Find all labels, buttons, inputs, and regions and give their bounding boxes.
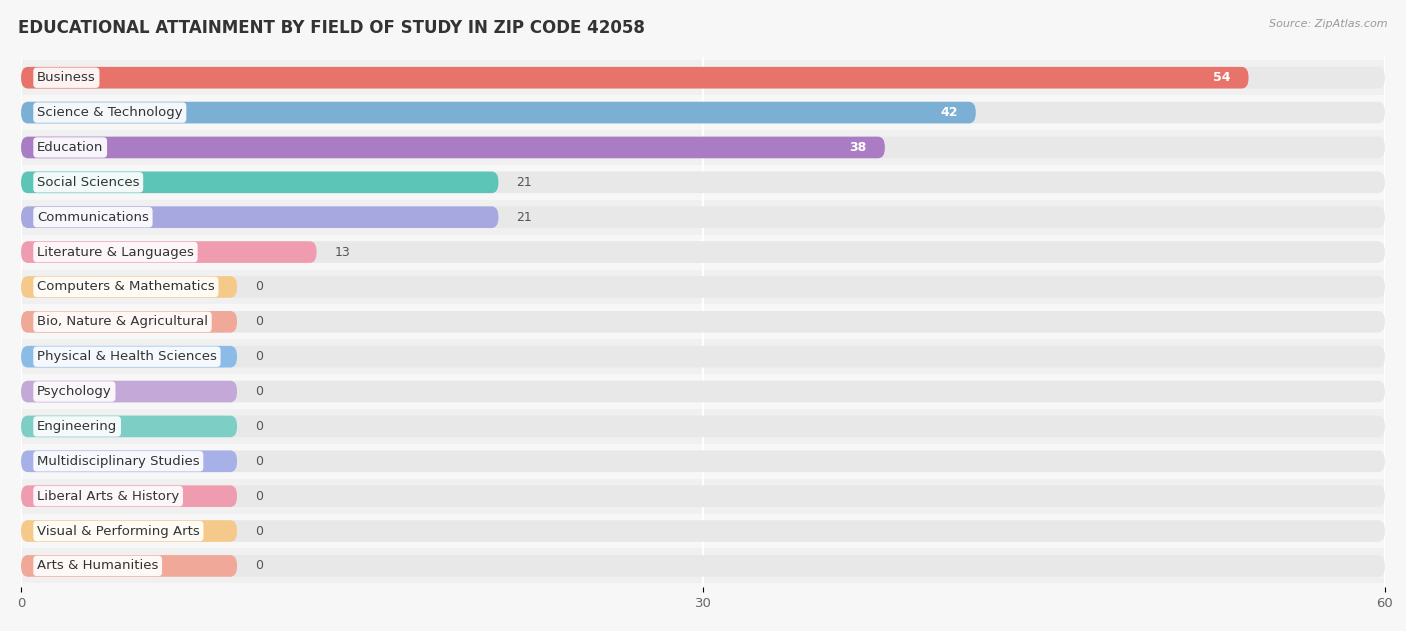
Bar [21, 444, 1385, 479]
Bar [21, 409, 1385, 444]
Bar [21, 339, 1385, 374]
Text: Literature & Languages: Literature & Languages [37, 245, 194, 259]
Text: Source: ZipAtlas.com: Source: ZipAtlas.com [1270, 19, 1388, 29]
FancyBboxPatch shape [21, 67, 1385, 88]
Text: EDUCATIONAL ATTAINMENT BY FIELD OF STUDY IN ZIP CODE 42058: EDUCATIONAL ATTAINMENT BY FIELD OF STUDY… [18, 19, 645, 37]
Bar [21, 374, 1385, 409]
Text: Visual & Performing Arts: Visual & Performing Arts [37, 524, 200, 538]
Bar [21, 130, 1385, 165]
FancyBboxPatch shape [21, 555, 238, 577]
Bar [21, 200, 1385, 235]
FancyBboxPatch shape [21, 67, 1249, 88]
FancyBboxPatch shape [21, 172, 498, 193]
FancyBboxPatch shape [21, 206, 498, 228]
FancyBboxPatch shape [21, 311, 1385, 333]
Text: 0: 0 [256, 560, 263, 572]
FancyBboxPatch shape [21, 451, 238, 472]
Text: Physical & Health Sciences: Physical & Health Sciences [37, 350, 217, 363]
Text: 21: 21 [516, 176, 533, 189]
Text: Engineering: Engineering [37, 420, 117, 433]
Text: Computers & Mathematics: Computers & Mathematics [37, 280, 215, 293]
FancyBboxPatch shape [21, 276, 238, 298]
Bar [21, 269, 1385, 304]
FancyBboxPatch shape [21, 206, 1385, 228]
Text: Communications: Communications [37, 211, 149, 224]
FancyBboxPatch shape [21, 485, 238, 507]
Text: 0: 0 [256, 316, 263, 328]
Text: Science & Technology: Science & Technology [37, 106, 183, 119]
FancyBboxPatch shape [21, 555, 1385, 577]
FancyBboxPatch shape [21, 380, 238, 403]
Text: 0: 0 [256, 420, 263, 433]
Text: 0: 0 [256, 280, 263, 293]
Text: Social Sciences: Social Sciences [37, 176, 139, 189]
Text: Multidisciplinary Studies: Multidisciplinary Studies [37, 455, 200, 468]
Bar [21, 235, 1385, 269]
FancyBboxPatch shape [21, 380, 1385, 403]
Text: Education: Education [37, 141, 104, 154]
Text: 0: 0 [256, 385, 263, 398]
FancyBboxPatch shape [21, 346, 238, 367]
FancyBboxPatch shape [21, 241, 316, 263]
Text: Psychology: Psychology [37, 385, 111, 398]
FancyBboxPatch shape [21, 520, 1385, 542]
Bar [21, 514, 1385, 548]
Text: 13: 13 [335, 245, 350, 259]
Text: 42: 42 [941, 106, 957, 119]
FancyBboxPatch shape [21, 416, 1385, 437]
Text: 0: 0 [256, 490, 263, 503]
FancyBboxPatch shape [21, 137, 1385, 158]
Text: Business: Business [37, 71, 96, 84]
FancyBboxPatch shape [21, 172, 1385, 193]
Text: Bio, Nature & Agricultural: Bio, Nature & Agricultural [37, 316, 208, 328]
Bar [21, 95, 1385, 130]
FancyBboxPatch shape [21, 451, 1385, 472]
Bar [21, 548, 1385, 583]
Bar [21, 304, 1385, 339]
Text: Arts & Humanities: Arts & Humanities [37, 560, 159, 572]
Bar [21, 61, 1385, 95]
FancyBboxPatch shape [21, 346, 1385, 367]
FancyBboxPatch shape [21, 311, 238, 333]
Text: 21: 21 [516, 211, 533, 224]
Text: 0: 0 [256, 524, 263, 538]
FancyBboxPatch shape [21, 276, 1385, 298]
FancyBboxPatch shape [21, 102, 976, 124]
FancyBboxPatch shape [21, 137, 884, 158]
FancyBboxPatch shape [21, 416, 238, 437]
Text: 0: 0 [256, 350, 263, 363]
Text: 38: 38 [849, 141, 866, 154]
FancyBboxPatch shape [21, 520, 238, 542]
FancyBboxPatch shape [21, 241, 1385, 263]
Text: 0: 0 [256, 455, 263, 468]
Text: Liberal Arts & History: Liberal Arts & History [37, 490, 179, 503]
Bar [21, 479, 1385, 514]
FancyBboxPatch shape [21, 102, 1385, 124]
Text: 54: 54 [1213, 71, 1230, 84]
FancyBboxPatch shape [21, 485, 1385, 507]
Bar [21, 165, 1385, 200]
